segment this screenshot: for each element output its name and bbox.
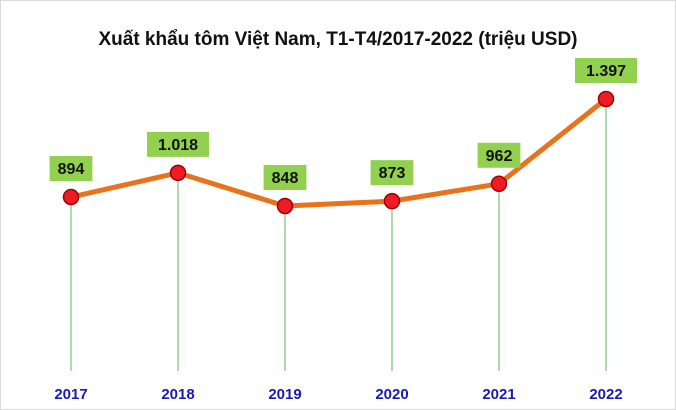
data-label-box-2018 <box>147 131 209 157</box>
data-point-2018 <box>169 164 187 182</box>
x-tick-label-2021: 2021 <box>482 386 515 403</box>
data-label-2021: 962 <box>486 148 513 165</box>
data-label-box-2017 <box>49 156 93 182</box>
data-label-2018: 1.018 <box>158 137 198 154</box>
data-point-2021 <box>490 175 508 193</box>
data-label-2017: 894 <box>58 161 85 178</box>
data-label-box-2021 <box>477 142 521 168</box>
data-labels: 894 1.018 848 873 962 1.397 <box>49 58 637 190</box>
data-label-2022: 1.397 <box>586 63 626 80</box>
x-tick-label-2017: 2017 <box>54 386 87 403</box>
x-axis-ticks: 2017 2018 2019 2020 2021 2022 <box>54 386 622 403</box>
x-tick-label-2019: 2019 <box>268 386 301 403</box>
data-label-box-2022 <box>575 58 637 83</box>
data-point-2019 <box>276 197 294 215</box>
data-points <box>62 90 615 215</box>
data-label-box-2019 <box>263 165 307 190</box>
data-point-2022 <box>597 90 615 108</box>
x-tick-label-2018: 2018 <box>161 386 194 403</box>
series-line-group <box>68 96 609 209</box>
chart-title: Xuất khẩu tôm Việt Nam, T1-T4/2017-2022 … <box>98 29 577 50</box>
data-label-2019: 848 <box>272 170 299 187</box>
data-point-2017 <box>62 188 80 206</box>
data-label-box-2020 <box>370 160 414 186</box>
data-label-2020: 873 <box>379 165 406 182</box>
series-line <box>68 96 609 209</box>
drop-lines <box>70 99 607 371</box>
x-tick-label-2022: 2022 <box>589 386 622 403</box>
data-point-2020 <box>383 192 401 210</box>
x-tick-label-2020: 2020 <box>375 386 408 403</box>
